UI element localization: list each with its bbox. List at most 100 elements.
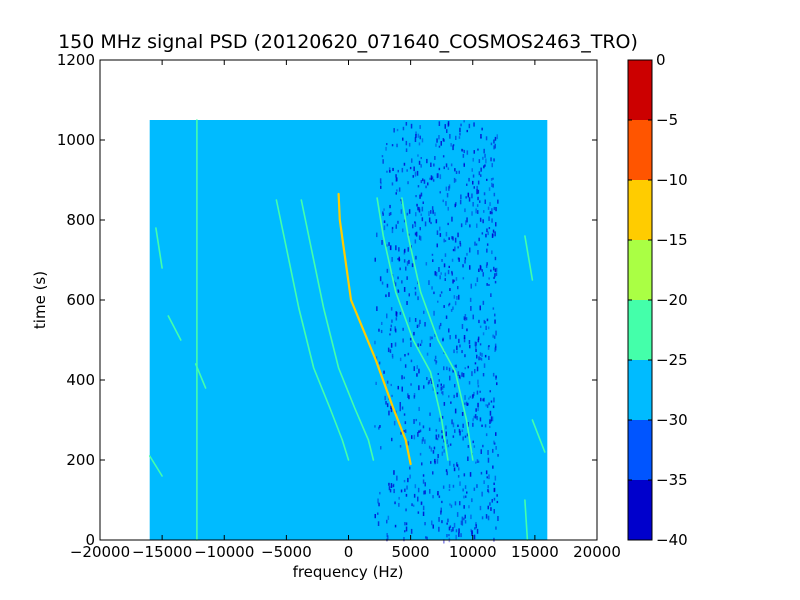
noise-speck (459, 199, 462, 205)
noise-speck (413, 166, 415, 172)
noise-speck (390, 324, 392, 328)
noise-speck (496, 500, 499, 504)
noise-speck (469, 297, 472, 302)
noise-speck (479, 505, 482, 511)
noise-speck (483, 165, 485, 169)
noise-speck (429, 336, 432, 341)
noise-speck (418, 208, 421, 213)
noise-speck (377, 512, 379, 515)
noise-speck (476, 204, 479, 207)
noise-speck (450, 143, 452, 147)
noise-speck (422, 201, 424, 204)
noise-speck (476, 390, 479, 395)
noise-speck (386, 143, 388, 146)
noise-speck (389, 333, 391, 336)
noise-speck (495, 446, 497, 450)
noise-speck (489, 202, 491, 206)
noise-speck (459, 127, 461, 133)
noise-speck (440, 272, 442, 275)
noise-speck (394, 342, 397, 347)
noise-speck (415, 134, 417, 138)
noise-speck (446, 522, 448, 525)
noise-speck (453, 349, 455, 354)
noise-speck (472, 180, 474, 185)
noise-speck (492, 405, 495, 409)
noise-speck (459, 376, 461, 380)
noise-speck (488, 284, 490, 286)
noise-speck (482, 156, 484, 160)
noise-speck (495, 526, 497, 530)
x-tick-label: 0 (344, 543, 354, 561)
noise-speck (448, 484, 451, 489)
noise-speck (391, 356, 394, 359)
noise-speck (414, 287, 417, 290)
noise-speck (445, 231, 448, 237)
noise-speck (406, 276, 408, 280)
colorbar-tick-label: −10 (656, 171, 688, 189)
noise-speck (388, 212, 391, 216)
signal-trace (401, 197, 474, 461)
noise-speck (490, 142, 493, 146)
noise-speck (417, 432, 419, 437)
noise-speck (404, 522, 406, 526)
noise-speck (432, 450, 435, 454)
noise-speck (455, 364, 457, 368)
noise-speck (438, 145, 441, 148)
noise-speck (410, 528, 413, 534)
noise-speck (378, 502, 380, 507)
noise-speck (461, 521, 464, 526)
y-tick-label: 200 (66, 451, 95, 469)
noise-speck (405, 122, 408, 126)
noise-speck (452, 144, 455, 147)
noise-speck (443, 238, 445, 243)
noise-speck (467, 365, 469, 369)
noise-speck (474, 369, 476, 374)
noise-speck (431, 253, 434, 256)
noise-speck (494, 273, 496, 278)
colorbar-band (628, 420, 652, 480)
noise-speck (462, 373, 465, 378)
noise-speck (489, 425, 491, 428)
noise-speck (449, 134, 451, 139)
noise-speck (495, 432, 497, 436)
noise-speck (418, 207, 421, 213)
noise-speck (434, 271, 436, 276)
noise-speck (487, 490, 490, 494)
noise-speck (483, 319, 485, 324)
noise-speck (386, 283, 389, 288)
noise-speck (388, 292, 390, 297)
noise-speck (452, 435, 455, 438)
heatmap-background (149, 120, 548, 540)
noise-speck (491, 218, 493, 223)
noise-speck (428, 280, 430, 285)
noise-speck (490, 293, 492, 297)
noise-speck (495, 330, 497, 336)
colorbar-band (628, 180, 652, 240)
noise-speck (468, 381, 471, 385)
noise-speck (403, 219, 406, 223)
noise-speck (416, 324, 419, 328)
noise-speck (446, 129, 448, 133)
noise-speck (419, 429, 422, 433)
noise-speck (419, 125, 421, 129)
noise-speck (452, 422, 455, 428)
noise-speck (458, 170, 460, 174)
noise-speck (379, 276, 382, 282)
signal-trace (376, 197, 449, 461)
noise-speck (377, 498, 379, 504)
noise-speck (397, 385, 399, 390)
noise-speck (449, 335, 451, 340)
noise-speck (390, 408, 393, 413)
noise-speck (437, 373, 439, 375)
noise-speck (453, 394, 455, 399)
noise-speck (458, 532, 460, 537)
noise-speck (459, 430, 461, 436)
noise-speck (475, 408, 477, 412)
noise-speck (424, 522, 426, 526)
noise-speck (493, 139, 495, 144)
noise-speck (403, 259, 406, 263)
noise-speck (471, 168, 473, 172)
noise-speck (445, 425, 447, 430)
noise-speck (443, 384, 445, 388)
noise-speck (452, 279, 454, 284)
